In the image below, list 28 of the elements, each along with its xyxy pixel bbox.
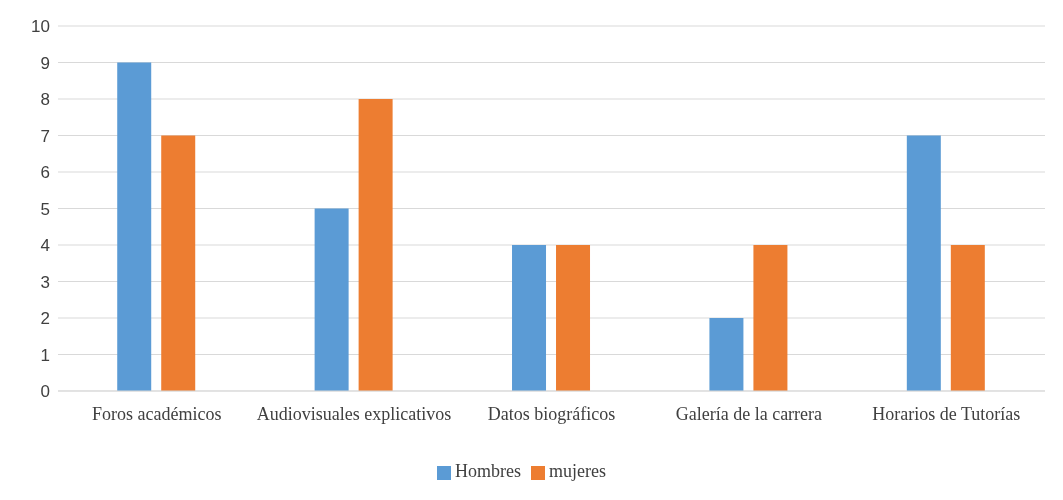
y-tick-label: 10 — [31, 17, 50, 37]
bar — [709, 318, 744, 391]
y-tick-label: 2 — [40, 309, 50, 329]
bar — [512, 245, 547, 391]
bar — [117, 62, 152, 391]
y-tick-label: 7 — [40, 126, 50, 146]
y-tick-label: 4 — [40, 236, 50, 256]
y-tick-label: 9 — [40, 53, 50, 73]
y-tick-label: 5 — [40, 199, 50, 219]
x-tick-label: Audiovisuales explicativos — [256, 403, 452, 424]
y-tick-label: 6 — [40, 163, 50, 183]
bar — [556, 245, 591, 391]
y-tick-label: 1 — [40, 345, 50, 365]
x-tick-label: Horarios de Tutorías — [872, 403, 1021, 424]
bar — [906, 135, 941, 391]
x-tick-label: Datos biográficos — [487, 403, 616, 424]
legend-label: Hombres — [455, 461, 521, 481]
x-tick-label: Foros académicos — [91, 403, 222, 424]
bar — [358, 99, 393, 391]
bar — [950, 245, 985, 391]
bar — [161, 135, 196, 391]
y-tick-label: 8 — [40, 90, 50, 110]
x-tick-label: Galería de la carrera — [675, 403, 823, 424]
y-tick-label: 0 — [40, 382, 50, 402]
legend-label: mujeres — [549, 461, 606, 481]
y-tick-label: 3 — [40, 272, 50, 292]
bar — [314, 208, 349, 391]
bar — [753, 245, 788, 391]
